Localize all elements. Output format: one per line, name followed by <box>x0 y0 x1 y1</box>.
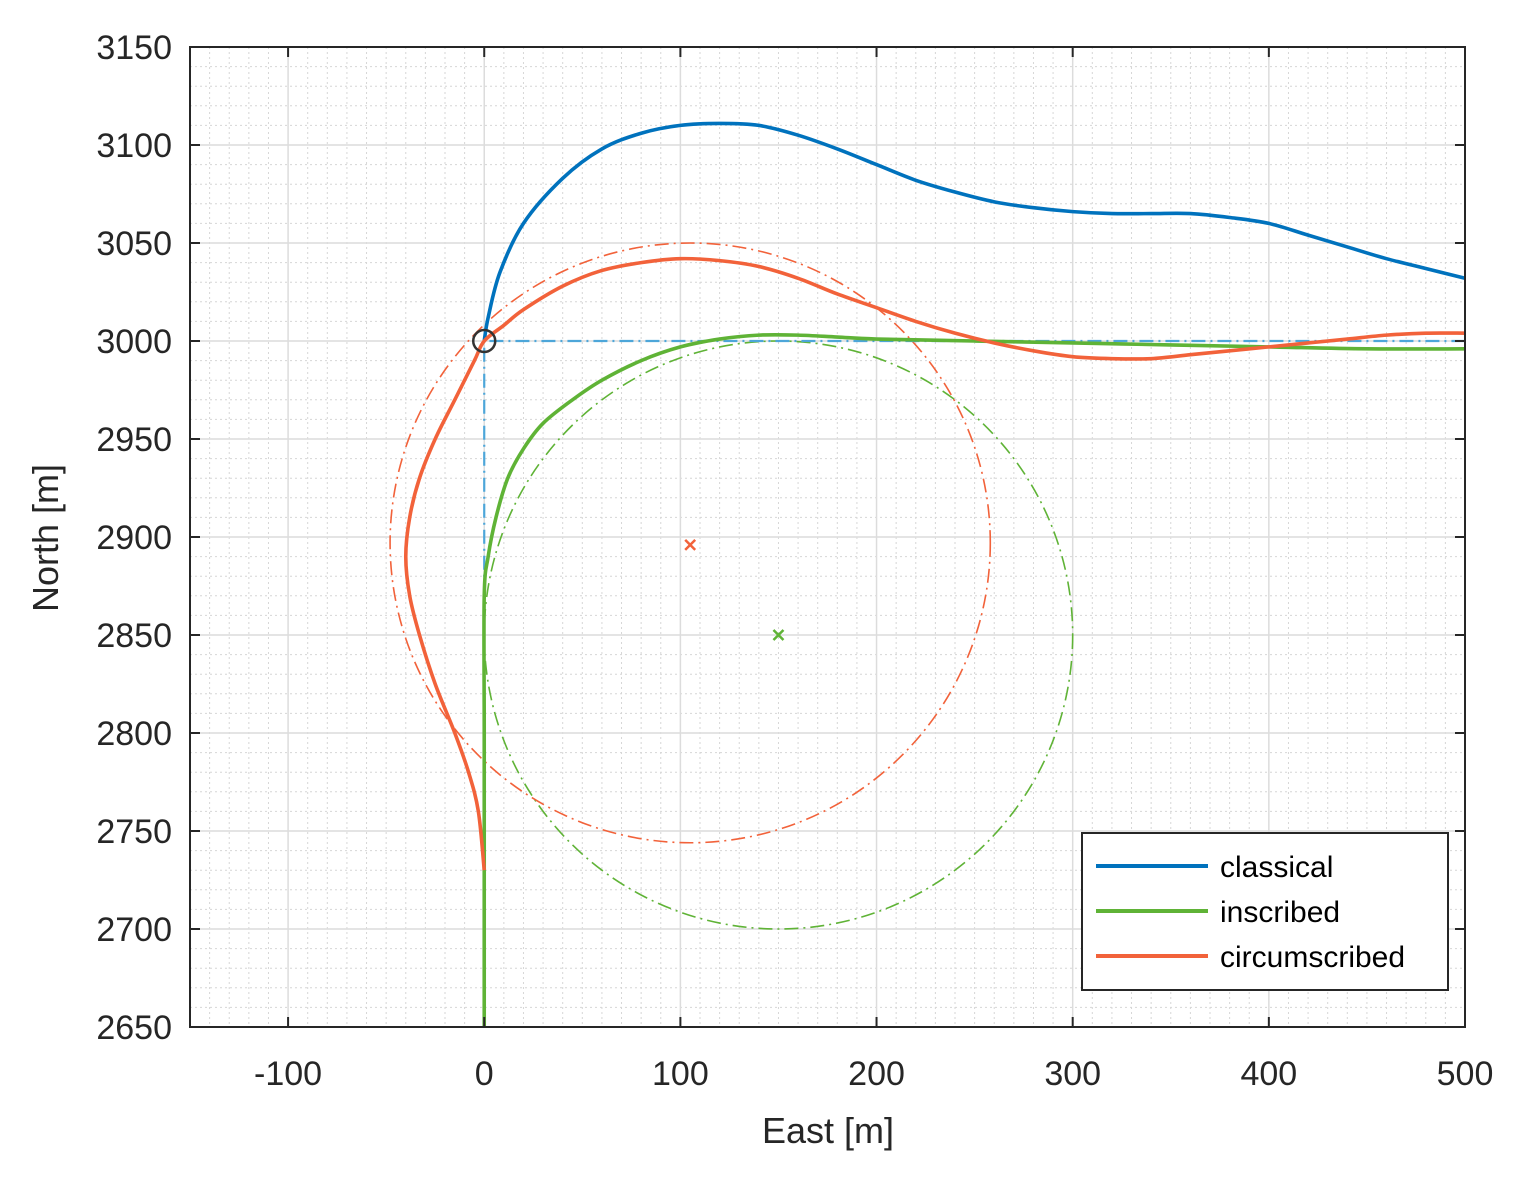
series-lines <box>403 121 1466 1027</box>
y-tick-label: 2850 <box>96 617 172 655</box>
markers <box>471 328 785 641</box>
x-axis-label: East [m] <box>762 1110 894 1151</box>
x-tick-label: 100 <box>652 1055 709 1093</box>
x-tick-label: -100 <box>254 1055 322 1093</box>
series-line-classical <box>482 121 1466 342</box>
axis-ticks <box>190 46 1466 1028</box>
legend: classical inscribed circumscribed <box>1081 832 1449 991</box>
x-tick-label: 200 <box>848 1055 905 1093</box>
x-tick-label: 0 <box>475 1055 494 1093</box>
y-tick-label: 3150 <box>96 29 172 67</box>
y-tick-label: 2700 <box>96 911 172 949</box>
legend-label-classical: classical <box>1220 851 1333 884</box>
y-tick-label: 2750 <box>96 813 172 851</box>
x-tick-label: 500 <box>1437 1055 1494 1093</box>
y-tick-label: 3100 <box>96 127 172 165</box>
waypoint-marker <box>471 328 497 354</box>
x-tick-label: 300 <box>1044 1055 1101 1093</box>
y-tick-label: 2650 <box>96 1009 172 1047</box>
series-line-inscribed <box>482 332 1466 1027</box>
inscribed-center <box>772 629 785 641</box>
circumscribed-center <box>684 538 697 551</box>
legend-label-circumscribed: circumscribed <box>1220 941 1405 974</box>
reference-circles <box>389 242 1074 930</box>
y-tick-label: 3000 <box>96 323 172 361</box>
y-axis-label: North [m] <box>25 464 66 612</box>
series-line-circumscribed <box>403 256 1466 871</box>
y-tick-label: 3050 <box>96 225 172 263</box>
legend-label-inscribed: inscribed <box>1220 896 1340 929</box>
y-tick-label: 2800 <box>96 715 172 753</box>
circumscribed-circle <box>389 242 992 844</box>
tick-labels: -100 0 100 200 300 400 500 2650 2700 2750 2800 2850… <box>96 29 1493 1093</box>
y-tick-label: 2900 <box>96 519 172 557</box>
x-tick-label: 400 <box>1240 1055 1297 1093</box>
y-tick-label: 2950 <box>96 421 172 459</box>
